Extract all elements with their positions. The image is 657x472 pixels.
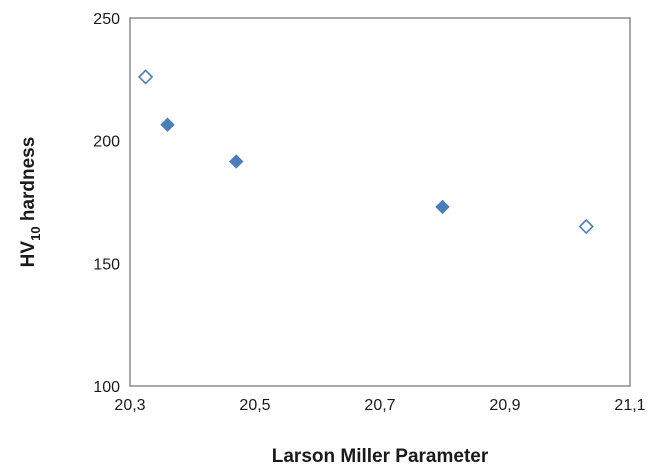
- plot-area: [129, 17, 631, 387]
- y-tick-label: 100: [93, 379, 120, 396]
- open-diamond-point: [137, 69, 154, 85]
- x-tick-label: 20,7: [364, 397, 395, 414]
- y-axis-title-main: HV: [18, 241, 39, 268]
- y-tick-label: 200: [93, 134, 120, 151]
- y-tick-label: 150: [93, 256, 120, 273]
- y-tick-label: 250: [93, 11, 120, 28]
- x-tick-label: 21,1: [614, 397, 645, 414]
- filled-diamond-point: [435, 199, 450, 215]
- x-tick-labels: 20,3 20,5 20,7 20,9 21,1: [114, 397, 645, 414]
- y-axis-title-subscript: 10: [28, 226, 43, 240]
- data-points: [137, 69, 594, 235]
- open-diamond-point: [578, 218, 594, 235]
- filled-diamond-point: [160, 117, 175, 132]
- y-axis-title: HV10 hardness: [18, 137, 43, 268]
- x-axis-title: Larson Miller Parameter: [272, 446, 489, 467]
- x-tick-label: 20,9: [489, 397, 520, 414]
- y-tick-labels: 100 150 200 250: [93, 11, 120, 396]
- filled-diamond-point: [229, 154, 244, 169]
- y-axis-title-rest: hardness: [18, 137, 39, 227]
- x-tick-label: 20,3: [114, 397, 145, 414]
- x-tick-label: 20,5: [239, 397, 270, 414]
